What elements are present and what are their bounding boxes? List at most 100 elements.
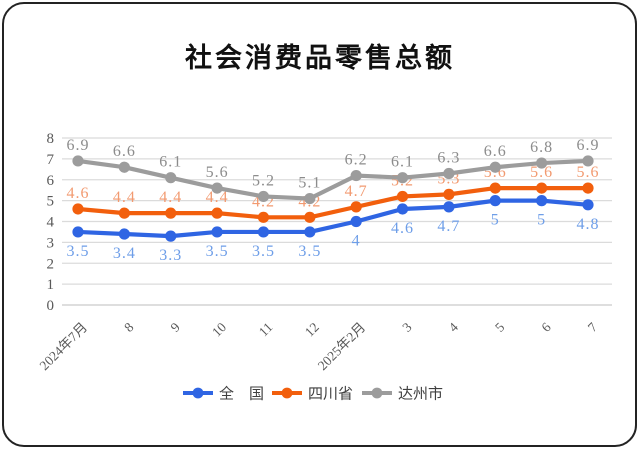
series-point [165, 207, 177, 219]
series-line [75, 198, 591, 239]
y-axis-label: 3 [47, 235, 55, 251]
series-point [443, 188, 455, 200]
series-point [257, 190, 270, 203]
series-data-label: 4.8 [577, 216, 600, 233]
x-axis-label: 5 [492, 319, 508, 335]
series-point [443, 201, 455, 213]
x-axis-label: 7 [585, 319, 601, 335]
series-point [72, 155, 84, 167]
series-data-label: 3.5 [67, 243, 90, 260]
series-data-label: 4.6 [391, 220, 414, 237]
series-data-label: 6.6 [113, 143, 136, 160]
series-point [536, 157, 548, 169]
series-data-label: 5.6 [530, 164, 553, 181]
y-axis-label: 6 [47, 173, 55, 189]
series-point [165, 230, 177, 242]
legend-label: 全 国 [219, 385, 264, 403]
series-point [257, 226, 270, 238]
x-axis-label: 12 [302, 320, 322, 340]
series-point [118, 228, 130, 240]
series-point [582, 155, 594, 167]
legend-marker-dot [192, 387, 204, 399]
series-data-label: 4 [352, 233, 361, 250]
series-data-label: 6.9 [67, 137, 90, 154]
series-point [72, 226, 84, 238]
y-axis-label: 7 [47, 152, 55, 168]
x-axis-label: 10 [209, 319, 229, 339]
x-axis-label: 9 [167, 319, 183, 335]
y-axis-label: 5 [47, 194, 55, 210]
x-axis-label: 6 [538, 319, 554, 335]
series-data-label: 6.2 [345, 152, 368, 169]
series-point [489, 161, 501, 173]
y-axis-label: 8 [47, 131, 55, 147]
series-line [75, 186, 591, 220]
series-data-label: 4.7 [345, 183, 368, 200]
series-data-label: 6.1 [391, 154, 414, 171]
series-point [582, 182, 594, 194]
series-point [304, 192, 316, 205]
series-data-label: 3.5 [206, 243, 229, 260]
series-data-label: 3.3 [159, 247, 182, 264]
y-axis-label: 2 [47, 256, 55, 272]
series-point [211, 207, 223, 219]
x-axis-label: 11 [256, 320, 276, 340]
series-data-label: 5.2 [252, 172, 275, 189]
series-point [350, 169, 362, 182]
y-axis-label: 4 [47, 215, 55, 231]
series-data-label: 6.3 [437, 149, 460, 166]
chart-title: 社会消费品零售总额 [185, 43, 455, 73]
series-data-label: 6.6 [484, 143, 507, 160]
series-data-label: 6.1 [159, 154, 182, 171]
series-data-label: 3.4 [113, 245, 136, 262]
series-point [396, 190, 409, 203]
series-data-label: 5.1 [298, 175, 321, 192]
series-point [350, 201, 362, 213]
series-data-label: 4.6 [67, 185, 90, 202]
series-point [489, 195, 501, 207]
series-data-label: 4.4 [159, 189, 182, 206]
series-point [118, 161, 130, 173]
y-axis-label: 1 [47, 277, 55, 293]
legend-label: 达州市 [398, 386, 443, 403]
series-data-label: 4.7 [437, 218, 460, 235]
series-point [396, 203, 409, 215]
series-data-label: 3.5 [252, 243, 275, 260]
y-axis-label: 0 [47, 298, 55, 314]
x-axis-label: 8 [121, 319, 137, 335]
series-point [211, 182, 223, 194]
series-data-label: 6.8 [530, 139, 553, 156]
series-data-label: 5.6 [577, 164, 600, 181]
x-axis-label: 3 [399, 319, 415, 335]
series-point [396, 172, 409, 184]
series-point [443, 167, 455, 180]
series-data-label: 4.4 [113, 189, 136, 206]
series-point [489, 182, 501, 194]
series-data-label: 3.5 [298, 243, 321, 260]
series-point [582, 199, 594, 211]
series-data-label: 4.4 [206, 189, 229, 206]
chart-frame [2, 2, 637, 447]
series-point [304, 211, 316, 223]
series-point [536, 195, 548, 207]
series-line [75, 158, 591, 201]
legend-marker-dot [281, 387, 293, 399]
series-point [72, 203, 84, 215]
series-point [350, 215, 362, 228]
series-data-label: 5 [491, 212, 500, 229]
series-data-label: 6.9 [577, 137, 600, 154]
series-point [536, 182, 548, 194]
legend-label: 四川省 [308, 386, 353, 403]
series-point [118, 207, 130, 219]
series-point [304, 226, 316, 238]
legend-marker-dot [371, 387, 383, 399]
series-data-label: 5.6 [206, 164, 229, 181]
series-data-label: 5 [537, 212, 546, 229]
x-axis-label: 4 [446, 319, 462, 335]
series-point [165, 172, 177, 184]
series-point [257, 211, 270, 223]
series-point [211, 226, 223, 238]
x-axis-label: 2025年2月 [315, 320, 369, 374]
x-axis-label: 2024年7月 [37, 320, 91, 374]
